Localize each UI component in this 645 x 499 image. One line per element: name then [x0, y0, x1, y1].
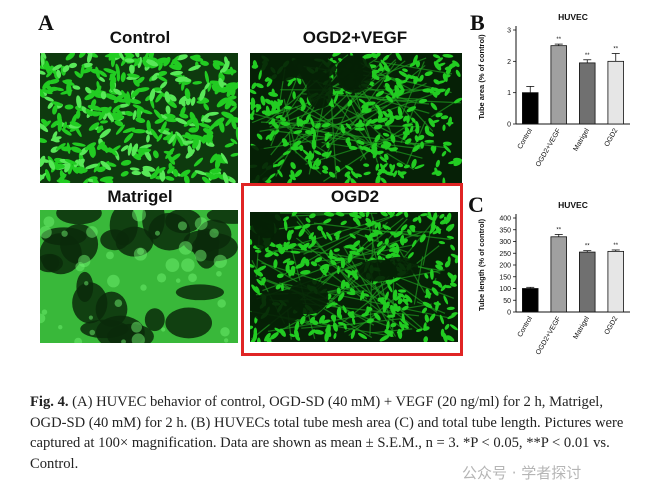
chart-b-significance: **	[585, 53, 590, 59]
chart-c: HUVEC Tube length (% of control) 0 50 100 150…	[477, 200, 630, 357]
chart-c-significance: **	[556, 227, 561, 233]
chart-c-bar-ogd2-vegf	[550, 236, 567, 313]
chart-b-bar-matrigel	[579, 62, 596, 125]
chart-b-ytick-label: 2	[507, 59, 511, 66]
chart-c-xtick-label: Matrigel	[572, 315, 591, 340]
figure-caption: Fig. 4. (A) HUVEC behavior of control, O…	[30, 392, 630, 474]
chart-c-ytick-label: 100	[499, 286, 511, 293]
chart-c-ytick-label: 400	[499, 216, 511, 223]
watermark: 公众号 · 学者探讨	[462, 464, 582, 482]
chart-c-ytick-label: 50	[503, 298, 511, 305]
panel-letter-c: C	[468, 192, 484, 217]
chart-c-xtick-label: OGD2	[603, 315, 619, 336]
micrograph-ogd2	[250, 212, 458, 342]
chart-b-significance: **	[613, 47, 618, 53]
micrograph-control	[40, 53, 238, 183]
chart-c-ytick-label: 150	[499, 274, 511, 281]
chart-c-bar-control	[522, 288, 539, 313]
caption-text: (A) HUVEC behavior of control, OGD-SD (4…	[30, 394, 624, 472]
chart-c-bar-ogd2	[607, 250, 624, 313]
chart-b-ylabel: Tube area (% of control)	[477, 34, 486, 120]
chart-b-significance: **	[556, 37, 561, 43]
chart-c-significance: **	[585, 244, 590, 250]
chart-c-ytick-label: 350	[499, 227, 511, 234]
chart-c-bar-matrigel	[579, 251, 596, 313]
panel-letter-b: B	[470, 10, 485, 35]
chart-b-bar-ogd2-vegf	[550, 45, 567, 125]
chart-b-xtick-label: OGD2	[603, 127, 619, 148]
image-title-control: Control	[109, 28, 171, 47]
chart-c-significance: **	[613, 243, 618, 249]
caption-label: Fig. 4.	[30, 394, 69, 410]
chart-b-bar-control	[522, 92, 539, 125]
image-title-ogd2: OGD2	[330, 187, 380, 206]
micrograph-ogd2-vegf	[250, 53, 462, 183]
chart-b-xtick-label: OGD2+VEGF	[535, 128, 563, 169]
micrograph-matrigel	[40, 210, 238, 343]
chart-c-title: HUVEC	[558, 200, 588, 210]
chart-b-ytick-label: 1	[507, 90, 511, 97]
chart-b-ytick-label: 3	[507, 28, 511, 35]
image-title-matrigel: Matrigel	[107, 187, 173, 206]
highlight-box	[241, 183, 463, 356]
chart-b-ytick-label: 0	[507, 122, 511, 129]
chart-c-ytick-label: 300	[499, 239, 511, 246]
chart-c-ylabel: Tube length (% of control)	[477, 218, 486, 311]
image-title-ogd2-vegf: OGD2+VEGF	[302, 28, 408, 47]
chart-b: HUVEC Tube area (% of control) 0 1 2 3 Control…	[477, 12, 630, 169]
chart-c-xtick-label: OGD2+VEGF	[535, 316, 563, 357]
chart-c-xtick-label: Control	[517, 315, 535, 338]
chart-c-ytick-label: 200	[499, 263, 511, 270]
panel-letter-a: A	[38, 10, 54, 35]
chart-b-bar-ogd2	[607, 60, 624, 125]
chart-c-ytick-label: 250	[499, 251, 511, 258]
chart-c-ytick-label: 0	[507, 310, 511, 317]
chart-b-xtick-label: Control	[517, 127, 535, 150]
chart-b-title: HUVEC	[558, 12, 588, 22]
chart-b-xtick-label: Matrigel	[572, 127, 591, 152]
